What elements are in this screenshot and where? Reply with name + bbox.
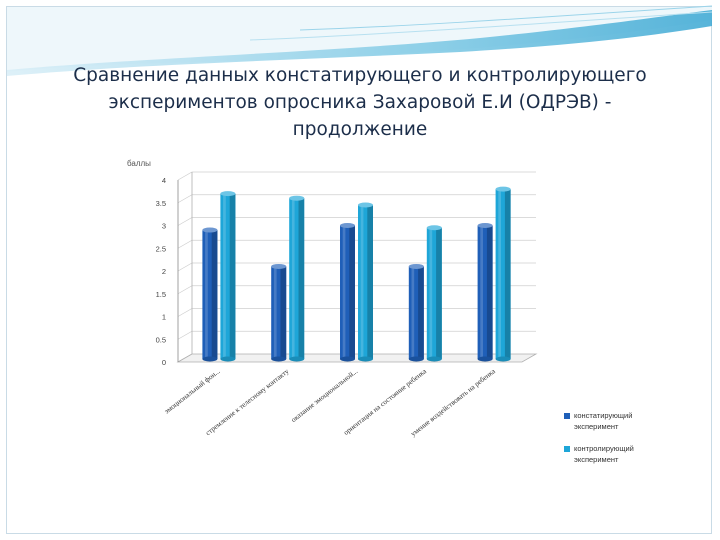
bar-highlight xyxy=(429,227,433,359)
bar-constatation-2 xyxy=(271,263,287,362)
bar-highlight xyxy=(498,189,501,359)
bar-cap xyxy=(271,263,287,269)
bar-constatation-4 xyxy=(408,263,424,362)
bar-shade xyxy=(486,225,493,359)
slide-title: Сравнение данных констатирующего и контр… xyxy=(40,62,680,143)
bar-base xyxy=(289,356,305,362)
bar-shade xyxy=(349,225,355,359)
bar-cap xyxy=(408,263,424,269)
bar-highlight xyxy=(360,205,364,359)
bar-shade xyxy=(229,193,236,359)
bar-constatation-1 xyxy=(202,227,218,362)
bar-cap xyxy=(495,186,511,192)
bar-cap xyxy=(426,225,442,231)
title-line-1: Сравнение данных констатирующего и контр… xyxy=(73,65,647,86)
y-tick-label: 4 xyxy=(162,176,166,185)
bar-shade xyxy=(436,227,442,359)
bar-shade xyxy=(418,266,424,359)
chart-floor xyxy=(176,353,538,363)
y-tick-label: 1.5 xyxy=(156,290,166,299)
y-tick-label: 3.5 xyxy=(156,199,166,208)
gridline xyxy=(177,171,536,181)
bar-shade xyxy=(504,189,511,359)
bar-base xyxy=(477,356,493,362)
y-tick-label: 3 xyxy=(162,222,166,231)
y-tick-label: 2 xyxy=(162,267,166,276)
bar-control-1 xyxy=(220,191,236,362)
bar-highlight xyxy=(411,266,415,359)
x-category-label-1: эмоциональный фон... xyxy=(163,367,222,415)
x-category-label-3: оказание эмоциональной... xyxy=(290,367,360,424)
bar-constatation-3 xyxy=(340,223,355,362)
bar-cap xyxy=(289,195,305,201)
title-line-3: продолжение xyxy=(292,119,428,140)
bar-highlight xyxy=(273,266,277,359)
bar-base xyxy=(220,356,236,362)
bar-control-2 xyxy=(289,195,305,362)
bar-base xyxy=(271,356,287,362)
x-category-label-2: стремление к телесному контакту xyxy=(204,367,291,437)
bar-control-4 xyxy=(426,225,442,362)
bar-shade xyxy=(367,205,373,359)
y-tick-label: 0.5 xyxy=(156,335,166,344)
legend-label-1: констатирующий эксперимент xyxy=(574,411,632,431)
bar-base xyxy=(202,356,218,362)
y-tick-label: 0 xyxy=(162,358,166,367)
y-tick-label: 2.5 xyxy=(156,244,166,253)
bar-highlight xyxy=(291,198,295,359)
title-line-2: экспериментов опросника Захаровой Е.И (О… xyxy=(108,92,612,113)
bar-shade xyxy=(280,266,287,359)
bar-highlight xyxy=(342,225,346,359)
bar-cap xyxy=(477,223,493,228)
bar-highlight xyxy=(205,230,208,359)
bar-base xyxy=(340,356,355,362)
y-tick-label: 1 xyxy=(162,313,166,322)
bar-base xyxy=(495,356,511,362)
y-axis-label: баллы xyxy=(127,159,151,168)
bar-highlight xyxy=(480,225,483,359)
bar-cap xyxy=(340,223,355,228)
bar-control-3 xyxy=(358,202,373,362)
bar-base xyxy=(408,356,424,362)
bar-highlight xyxy=(223,193,226,359)
bar-cap xyxy=(358,202,373,208)
bar-shade xyxy=(211,230,218,359)
header-wave-decoration xyxy=(7,5,713,76)
bar-cap xyxy=(220,191,236,197)
bar-shade xyxy=(298,198,305,359)
bar-cap xyxy=(202,227,218,233)
bar-base xyxy=(358,356,373,362)
legend-swatch-2 xyxy=(564,446,570,452)
bar-constatation-5 xyxy=(477,223,493,362)
legend-label-2: контролирующий эксперимент xyxy=(574,444,634,464)
bar-base xyxy=(426,356,442,362)
legend-swatch-1 xyxy=(564,413,570,419)
bar-control-5 xyxy=(495,186,511,362)
